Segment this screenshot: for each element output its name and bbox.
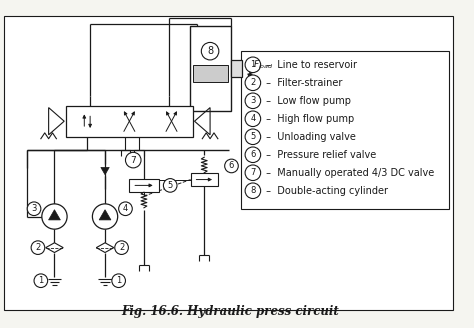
Text: 6: 6 bbox=[229, 161, 234, 171]
Text: –  Line to reservoir: – Line to reservoir bbox=[263, 60, 356, 70]
Text: 3: 3 bbox=[250, 96, 255, 105]
Polygon shape bbox=[96, 243, 114, 253]
Circle shape bbox=[42, 204, 67, 229]
Polygon shape bbox=[46, 243, 63, 253]
Text: 4: 4 bbox=[250, 114, 255, 123]
Text: 3: 3 bbox=[31, 204, 36, 213]
Text: 4: 4 bbox=[123, 204, 128, 213]
Bar bbox=[230, 60, 242, 77]
Bar bbox=[241, 51, 449, 209]
Text: 6: 6 bbox=[250, 150, 255, 159]
Polygon shape bbox=[99, 210, 111, 220]
Text: –  Unloading valve: – Unloading valve bbox=[263, 132, 356, 142]
Circle shape bbox=[245, 57, 261, 72]
Text: –  Low flow pump: – Low flow pump bbox=[263, 96, 351, 106]
Text: 2: 2 bbox=[119, 243, 124, 252]
Circle shape bbox=[92, 204, 118, 229]
Text: $F_{load}$: $F_{load}$ bbox=[253, 58, 273, 71]
Circle shape bbox=[245, 165, 261, 180]
Circle shape bbox=[118, 202, 132, 215]
Circle shape bbox=[245, 93, 261, 109]
Circle shape bbox=[225, 159, 238, 173]
Text: –  Filter-strainer: – Filter-strainer bbox=[263, 78, 342, 88]
Circle shape bbox=[115, 241, 128, 255]
Text: 7: 7 bbox=[130, 155, 136, 165]
Text: 1: 1 bbox=[38, 276, 44, 285]
Text: –  High flow pump: – High flow pump bbox=[263, 114, 354, 124]
Text: –  Pressure relief valve: – Pressure relief valve bbox=[263, 150, 376, 160]
Text: 2: 2 bbox=[35, 243, 41, 252]
Bar bbox=[66, 106, 192, 137]
Bar bbox=[191, 173, 218, 186]
Circle shape bbox=[126, 152, 141, 168]
Circle shape bbox=[34, 274, 48, 288]
Circle shape bbox=[31, 241, 45, 255]
Circle shape bbox=[245, 75, 261, 91]
Circle shape bbox=[112, 274, 126, 288]
Bar bbox=[129, 178, 158, 192]
Circle shape bbox=[245, 147, 261, 163]
Text: 8: 8 bbox=[250, 186, 255, 195]
Circle shape bbox=[245, 129, 261, 145]
Text: 1: 1 bbox=[116, 276, 121, 285]
Polygon shape bbox=[101, 167, 109, 175]
Text: 8: 8 bbox=[207, 46, 213, 56]
Circle shape bbox=[245, 183, 261, 198]
Text: 2: 2 bbox=[250, 78, 255, 87]
Circle shape bbox=[245, 111, 261, 127]
Text: –  Manually operated 4/3 DC valve: – Manually operated 4/3 DC valve bbox=[263, 168, 434, 178]
Circle shape bbox=[164, 178, 177, 192]
Text: –  Double-acting cylinder: – Double-acting cylinder bbox=[263, 186, 388, 196]
Circle shape bbox=[27, 202, 41, 215]
Text: 7: 7 bbox=[250, 168, 255, 177]
Polygon shape bbox=[48, 210, 60, 220]
Circle shape bbox=[201, 42, 219, 60]
Text: 5: 5 bbox=[250, 132, 255, 141]
Bar bbox=[190, 26, 230, 112]
Text: Fig. 16.6. Hydraulic press circuit: Fig. 16.6. Hydraulic press circuit bbox=[122, 305, 339, 318]
Text: 1: 1 bbox=[250, 60, 255, 69]
Bar bbox=[192, 65, 228, 82]
Text: 5: 5 bbox=[168, 181, 173, 190]
